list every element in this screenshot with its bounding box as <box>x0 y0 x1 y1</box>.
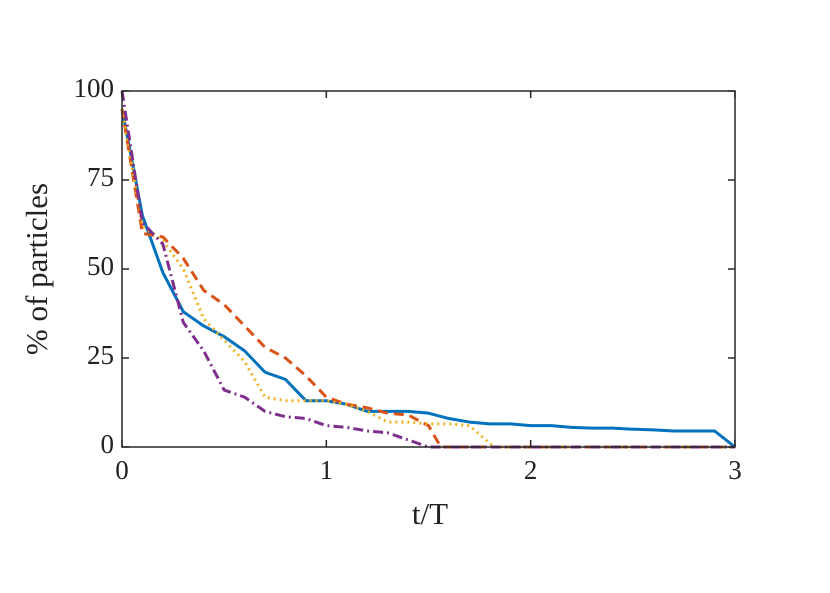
y-axis-label: % of particles <box>19 183 54 355</box>
series-line <box>120 108 735 449</box>
y-tick-label: 75 <box>87 162 114 192</box>
x-tick-label: 2 <box>524 455 538 485</box>
x-tick-label: 1 <box>320 455 334 485</box>
y-tick-label: 0 <box>101 429 115 459</box>
x-tick-label: 3 <box>728 455 742 485</box>
x-axis-label: t/T <box>412 496 448 531</box>
x-tick-label: 0 <box>115 455 129 485</box>
series-line <box>120 90 735 449</box>
y-tick-label: 50 <box>87 251 114 281</box>
series-line <box>120 108 736 449</box>
y-tick-label: 25 <box>87 340 114 370</box>
axes-box <box>121 90 736 448</box>
y-tick-label: 100 <box>74 73 115 103</box>
series-line <box>120 108 735 449</box>
